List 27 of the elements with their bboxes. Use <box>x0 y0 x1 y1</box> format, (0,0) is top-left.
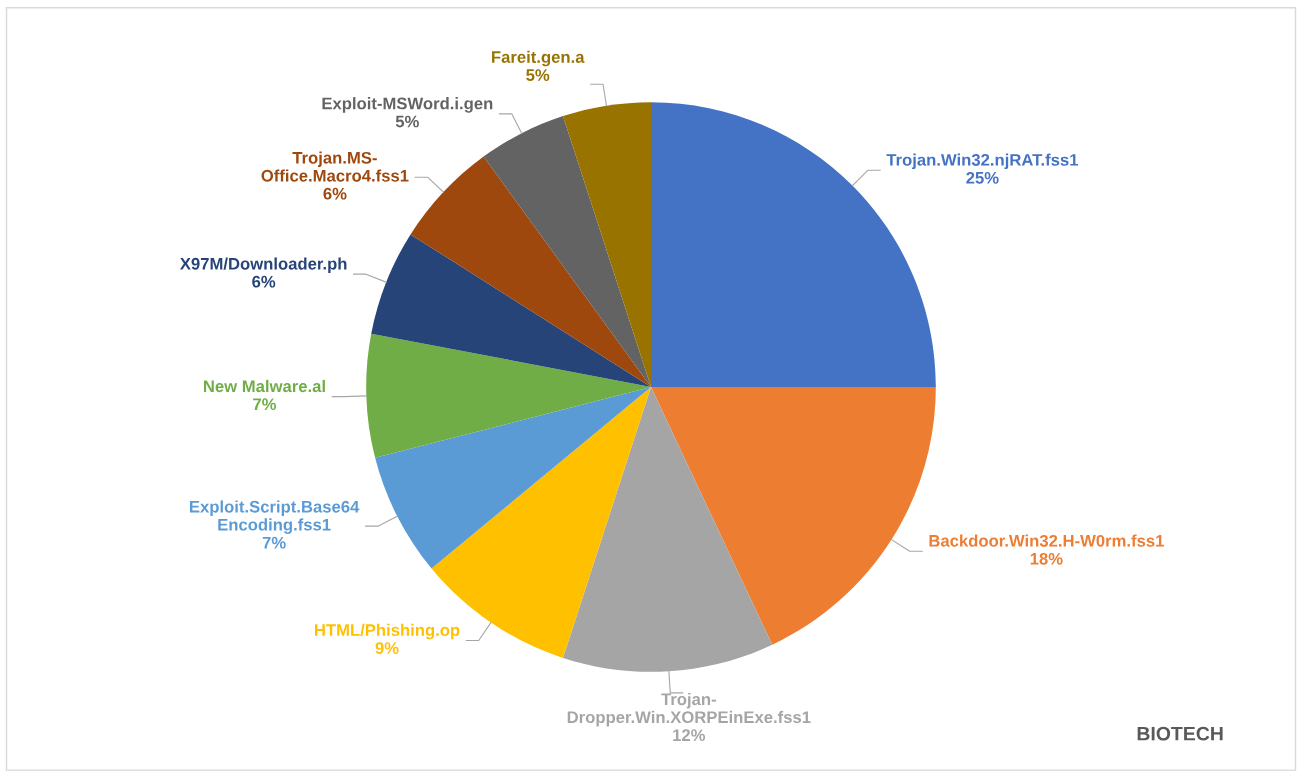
slice-label: Trojan.Win32.njRAT.fss1 <box>886 153 1079 170</box>
slice-label: Exploit-MSWord.i.gen <box>322 97 493 113</box>
data-label: 6% <box>252 275 276 288</box>
data-label: 5% <box>526 69 550 81</box>
pie-slice <box>366 333 651 458</box>
pie-slice <box>410 156 651 387</box>
slice-label: HTML/Phishing.op <box>314 623 460 640</box>
slice-label: X97M/Downloader.ph <box>179 257 347 273</box>
slice-label: Trojan- Dropper.Win.XORPEinExe.fss1 <box>567 692 811 727</box>
data-label: 5% <box>395 115 419 128</box>
data-label: 25% <box>966 171 999 184</box>
slice-label: Backdoor.Win32.H-W0rm.fss1 <box>929 534 1164 547</box>
pie-slice <box>375 387 651 569</box>
data-label: 7% <box>262 536 286 549</box>
slice-label: Trojan.MS- Office.Macro4.fss1 <box>261 151 409 182</box>
slice-label: Fareit.gen.a <box>492 50 585 67</box>
slice-label: Exploit.Script.Base64 Encoding.fss1 <box>190 500 360 534</box>
data-label: 12% <box>673 729 706 742</box>
data-label: 6% <box>323 187 347 200</box>
data-label: 18% <box>1030 552 1063 565</box>
data-label: 7% <box>253 398 277 411</box>
data-label: 9% <box>375 642 399 654</box>
text: BIOTECH <box>1137 726 1223 741</box>
pie-slice <box>562 102 651 387</box>
pie-slice <box>483 116 651 387</box>
slice-label: New Malware.al <box>203 379 325 393</box>
pie-slice <box>371 234 651 387</box>
